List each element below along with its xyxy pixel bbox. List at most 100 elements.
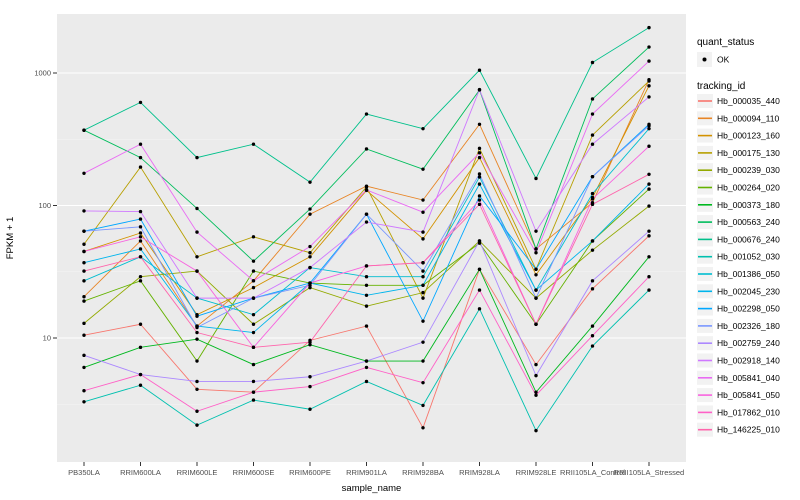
legend-label-tracking-id: Hb_146225_010 xyxy=(717,425,780,435)
data-point xyxy=(364,220,369,224)
data-point xyxy=(421,198,425,202)
legend-label-tracking-id: Hb_001052_030 xyxy=(717,252,780,262)
data-point xyxy=(138,383,143,387)
x-tick-label: RRIM928LA xyxy=(459,468,500,477)
data-point xyxy=(138,155,143,160)
data-point xyxy=(251,285,256,290)
legend-label-tracking-id: Hb_002045_230 xyxy=(717,286,780,296)
data-point xyxy=(364,365,369,370)
data-point xyxy=(534,267,538,271)
data-point xyxy=(195,337,199,341)
legend-label-ok: OK xyxy=(717,55,730,65)
data-point xyxy=(364,324,369,328)
data-point xyxy=(477,182,482,186)
data-point xyxy=(590,334,595,338)
data-point xyxy=(195,255,199,259)
data-point xyxy=(477,172,482,176)
data-point xyxy=(82,209,86,213)
data-point xyxy=(138,255,143,259)
data-point xyxy=(308,265,312,270)
data-point xyxy=(251,390,256,394)
data-point xyxy=(421,380,425,385)
data-point xyxy=(590,344,595,348)
data-point xyxy=(138,275,143,279)
data-point xyxy=(251,362,256,367)
data-point xyxy=(308,384,312,389)
data-point xyxy=(590,191,595,196)
data-point xyxy=(138,225,143,229)
data-point xyxy=(308,244,312,249)
data-point xyxy=(251,235,256,239)
legend-label-tracking-id: Hb_005841_040 xyxy=(717,373,780,383)
data-point xyxy=(421,126,425,131)
data-point xyxy=(477,202,482,207)
data-point xyxy=(421,340,425,344)
x-tick-label: PB350LA xyxy=(68,468,100,477)
data-point xyxy=(590,174,595,179)
legend-label-tracking-id: Hb_000035_440 xyxy=(717,96,780,106)
data-point xyxy=(251,142,256,146)
data-point xyxy=(308,251,312,255)
data-point xyxy=(534,288,538,292)
data-point xyxy=(82,269,86,273)
data-point xyxy=(195,387,199,392)
data-point xyxy=(251,345,256,350)
data-point xyxy=(195,379,199,384)
x-tick-label: RRIM600SE xyxy=(233,468,275,477)
y-axis-title: FPKM + 1 xyxy=(5,217,16,260)
data-point xyxy=(647,124,651,128)
data-point xyxy=(590,112,595,116)
legend-title-tracking-id: tracking_id xyxy=(697,81,745,92)
data-point xyxy=(364,188,369,192)
data-point xyxy=(195,230,199,234)
data-point xyxy=(477,198,482,202)
legend-label-tracking-id: Hb_000563_240 xyxy=(717,217,780,227)
legend-label-tracking-id: Hb_002918_140 xyxy=(717,356,780,366)
data-point xyxy=(82,279,86,283)
data-point xyxy=(477,151,482,155)
data-point xyxy=(477,307,482,311)
data-point xyxy=(82,242,86,246)
data-point xyxy=(477,194,482,198)
data-point xyxy=(82,400,86,404)
data-point xyxy=(647,255,651,259)
x-tick-label: RRIM600LA xyxy=(120,468,161,477)
data-point xyxy=(590,60,595,65)
data-point xyxy=(364,275,369,279)
data-point xyxy=(364,147,369,151)
legend-label-tracking-id: Hb_000676_240 xyxy=(717,234,780,244)
data-point xyxy=(647,275,651,279)
data-point xyxy=(421,237,425,241)
data-point xyxy=(195,423,199,427)
data-point xyxy=(364,185,369,189)
y-tick-label: 1000 xyxy=(34,69,51,78)
data-point xyxy=(138,372,143,377)
data-point xyxy=(138,217,143,221)
data-point xyxy=(647,229,651,233)
data-point xyxy=(308,407,312,411)
legend-label-tracking-id: Hb_002298_050 xyxy=(717,304,780,314)
x-tick-label: RRIM600PE xyxy=(289,468,331,477)
data-point xyxy=(251,398,256,402)
data-point xyxy=(82,299,86,303)
data-point xyxy=(647,95,651,99)
data-point xyxy=(421,426,425,430)
data-point xyxy=(534,273,538,277)
data-point xyxy=(647,126,651,131)
data-point xyxy=(308,340,312,344)
data-point xyxy=(534,229,538,233)
data-point xyxy=(364,264,369,268)
data-point xyxy=(82,365,86,370)
data-point xyxy=(138,142,143,146)
data-point xyxy=(590,133,595,137)
data-point xyxy=(421,230,425,234)
data-point xyxy=(590,287,595,291)
data-point xyxy=(82,389,86,393)
data-point xyxy=(308,255,312,259)
data-point xyxy=(477,267,482,271)
data-point xyxy=(308,180,312,184)
data-point xyxy=(647,234,651,238)
data-point xyxy=(195,296,199,300)
data-point xyxy=(421,319,425,323)
